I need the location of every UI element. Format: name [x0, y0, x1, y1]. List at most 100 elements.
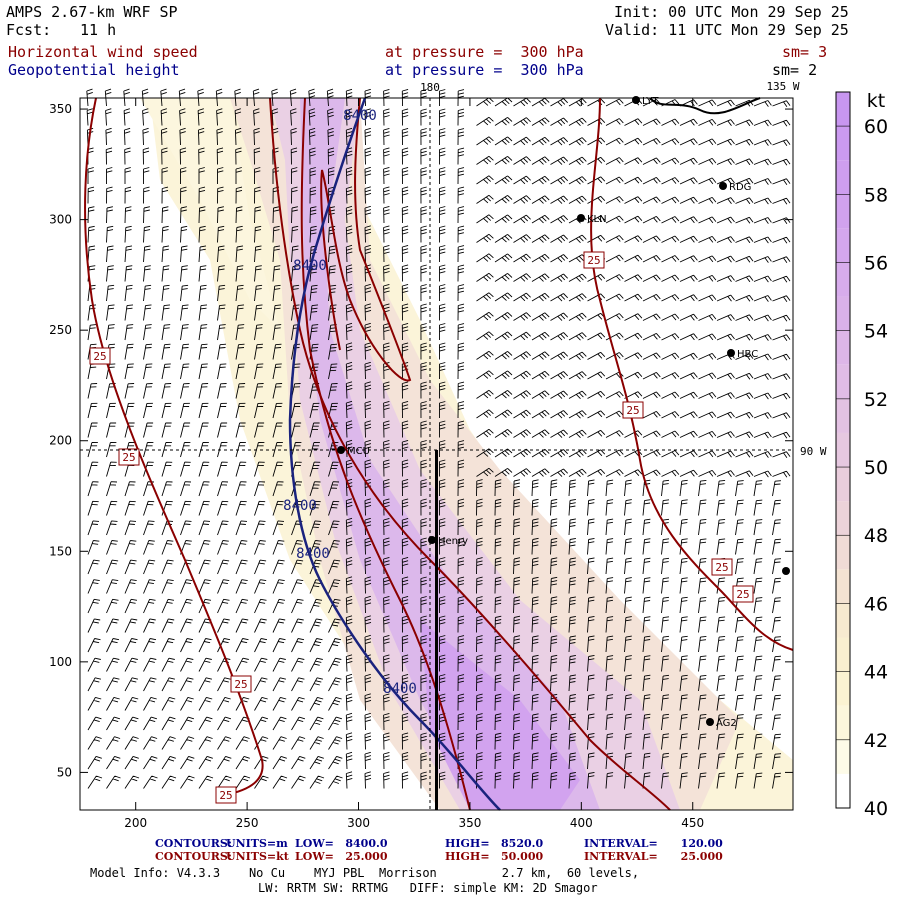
label-box: [215, 786, 237, 804]
y-tick-label: 100: [49, 655, 72, 669]
speed-contour-50-loop: [320, 97, 412, 382]
speed-contour-label: 25: [122, 451, 135, 464]
label-box: [89, 347, 111, 365]
colorbar-band: [836, 467, 850, 502]
contours2-low: LOW= 25.000: [295, 850, 388, 863]
y-tick-label: 350: [49, 102, 72, 116]
station-dot: [632, 96, 640, 104]
station-label: LYT: [642, 96, 659, 107]
colorbar-tick-label: 54: [864, 321, 888, 343]
colorbar-band: [836, 398, 850, 433]
station-label: RDG: [729, 182, 751, 193]
height-contour-8400: [288, 97, 501, 811]
y-tick-label: 200: [49, 434, 72, 448]
station-label: MCU: [347, 446, 370, 457]
speed-contour-label-box: 25: [732, 585, 754, 603]
height-contour-label: 8400: [383, 681, 417, 697]
station-dot: [782, 567, 790, 575]
colorbar-band: [836, 603, 850, 638]
height-contour-label: 8400: [283, 498, 317, 514]
colorbar-band: [836, 432, 850, 468]
label-box: [118, 448, 140, 466]
x-tick-label: 300: [347, 816, 370, 830]
speed-contour-label: 25: [626, 404, 639, 417]
wind-shade-50kt: [270, 98, 680, 810]
station-label: HBC: [737, 349, 758, 360]
colorbar-band: [836, 364, 850, 399]
label-box: [622, 401, 644, 419]
y-tick-label: 300: [49, 213, 72, 227]
height-contour-label: 8400: [293, 258, 327, 274]
speed-contour-label-box: 25: [89, 347, 111, 365]
contours2-label: CONTOURS:: [155, 850, 232, 863]
colorbar-band: [836, 671, 850, 706]
contours1-label: CONTOURS:: [155, 837, 232, 850]
colorbar-band: [836, 773, 850, 808]
contours1-interval: INTERVAL= 120.00: [584, 837, 723, 850]
x-tick-label: 450: [681, 816, 704, 830]
colorbar-tick-label: 50: [864, 457, 888, 479]
model-title: AMPS 2.67-km WRF SP: [6, 3, 178, 21]
field1-level: at pressure = 300 hPa: [385, 43, 584, 61]
colorbar-band: [836, 262, 850, 297]
colorbar-band: [836, 194, 850, 229]
speed-contour-label-box: 25: [711, 558, 733, 576]
colorbar-tick-label: 56: [864, 252, 888, 274]
contours1-high: HIGH= 8520.0: [445, 837, 544, 850]
label-box: [711, 558, 733, 576]
colorbar-band: [836, 569, 850, 604]
x-tick-label: 250: [236, 816, 259, 830]
speed-contour-label: 25: [93, 350, 106, 363]
init-time: Init: 00 UTC Mon 29 Sep 25: [614, 3, 849, 21]
label-box: [583, 251, 605, 269]
speed-contour-label: 25: [736, 588, 749, 601]
colorbar-tick-label: 52: [864, 389, 888, 411]
field2-level: at pressure = 300 hPa: [385, 61, 584, 79]
contours2-high: HIGH= 50.000: [445, 850, 544, 863]
station-dot: [727, 349, 735, 357]
colorbar-band: [836, 330, 850, 365]
meridian-135w-label: 135 W: [766, 80, 799, 93]
colorbar-band: [836, 228, 850, 263]
station-dot: [337, 446, 345, 454]
speed-contour-label: 25: [715, 561, 728, 574]
contours2-interval: INTERVAL= 25.000: [584, 850, 723, 863]
speed-contour-label-box: 25: [622, 401, 644, 419]
meridian-90w-label: 90 W: [800, 445, 827, 458]
field1-smoothing: sm= 3: [782, 43, 828, 61]
station-dot: [577, 214, 585, 222]
colorbar-tick-label: 58: [864, 184, 888, 206]
speed-contour-label-box: 25: [583, 251, 605, 269]
y-tick-label: 250: [49, 323, 72, 337]
colorbar-tick-label: 60: [864, 116, 888, 138]
speed-contour-label-box: 25: [118, 448, 140, 466]
meridian-180-label: 180: [420, 81, 440, 94]
plot-frame: [79, 97, 794, 811]
x-tick-label: 350: [458, 816, 481, 830]
colorbar-band: [836, 739, 850, 774]
speed-contour-50-east: [269, 97, 671, 811]
y-tick-label: 150: [49, 544, 72, 558]
coastline: [649, 97, 761, 115]
colorbar-band: [836, 160, 850, 195]
colorbar-tick-label: 42: [864, 730, 888, 752]
valid-time: Valid: 11 UTC Mon 29 Sep 25: [605, 21, 849, 39]
label-box: [732, 585, 754, 603]
height-contour-label: 8400: [296, 546, 330, 562]
colorbar-unit: kt: [867, 90, 885, 112]
station-dot: [719, 182, 727, 190]
station-label: KLN: [587, 214, 607, 225]
contours2-units: UNITS=kt: [226, 850, 289, 863]
colorbar-band: [836, 705, 850, 740]
height-contour-label: 8400: [343, 108, 377, 124]
station-label: AG2: [716, 718, 737, 729]
forecast-label: Fcst:: [6, 21, 52, 39]
contours1-low: LOW= 8400.0: [295, 837, 388, 850]
model-info: Model Info: V4.3.3 No Cu MYJ PBL Morriso…: [90, 866, 640, 880]
speed-contour-label-box: 25: [215, 786, 237, 804]
model-info-physics: LW: RRTM SW: RRTMG DIFF: simple KM: 2D S…: [258, 881, 598, 895]
colorbar-band: [836, 92, 850, 127]
speed-contour-label: 25: [587, 254, 600, 267]
forecast-value: 11 h: [80, 21, 117, 39]
